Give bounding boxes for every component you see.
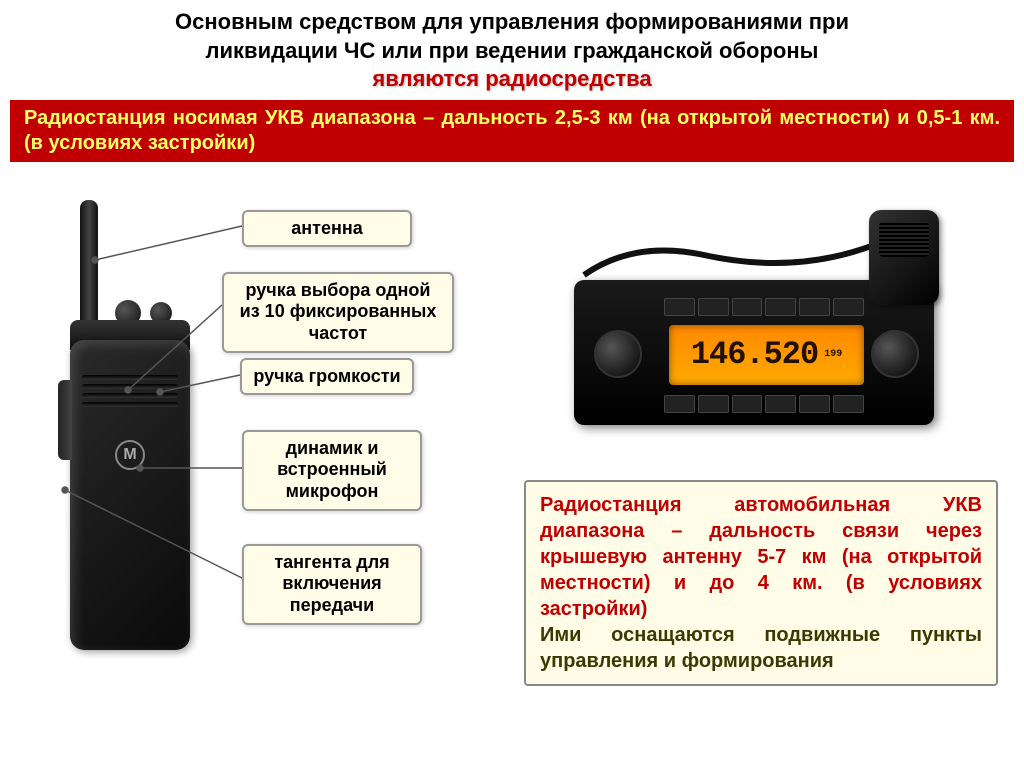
car-display: 146.520 199 (669, 325, 864, 385)
car-buttons-bottom (664, 395, 864, 413)
car-knob-left (594, 330, 642, 378)
hand-mic (869, 210, 939, 305)
display-freq: 146.520 (691, 336, 818, 373)
diagram-area: M антенна ручка выбора одной из 10 фиксир… (0, 170, 1024, 730)
callout-antenna: антенна (242, 210, 412, 248)
callout-ptt: тангента для включения передачи (242, 544, 422, 625)
callout-freq_knob: ручка выбора одной из 10 фиксированных ч… (222, 272, 454, 353)
brand-logo-icon: M (115, 440, 145, 470)
callout-speaker: динамик и встроенный микрофон (242, 430, 422, 511)
handheld-radio: M (40, 200, 220, 680)
title-emphasis: являются радиосредства (372, 66, 651, 91)
info-yellow: Ими оснащаются подвижные пункты управлен… (540, 624, 982, 672)
speaker-grille (82, 375, 178, 415)
car-buttons-top (664, 298, 864, 316)
mic-cable (574, 235, 914, 285)
car-info-box: Радиостанция автомобильная УКВ диапазона… (524, 480, 998, 686)
display-sub: 199 (824, 349, 842, 360)
callout-volume: ручка громкости (240, 358, 414, 396)
title-line2: ликвидации ЧС или при ведении гражданско… (206, 38, 819, 63)
mic-grille (879, 222, 929, 257)
spec-banner: Радиостанция носимая УКВ диапазона – дал… (10, 100, 1014, 162)
car-radio: 146.520 199 (554, 210, 974, 450)
banner-text: Радиостанция носимая УКВ диапазона – дал… (24, 107, 1000, 154)
info-red: Радиостанция автомобильная УКВ диапазона… (540, 494, 982, 620)
ptt-button-shape (58, 380, 72, 460)
car-knob-right (871, 330, 919, 378)
title-line1: Основным средством для управления формир… (175, 9, 849, 34)
page-title: Основным средством для управления формир… (0, 0, 1024, 96)
antenna-shape (80, 200, 98, 330)
